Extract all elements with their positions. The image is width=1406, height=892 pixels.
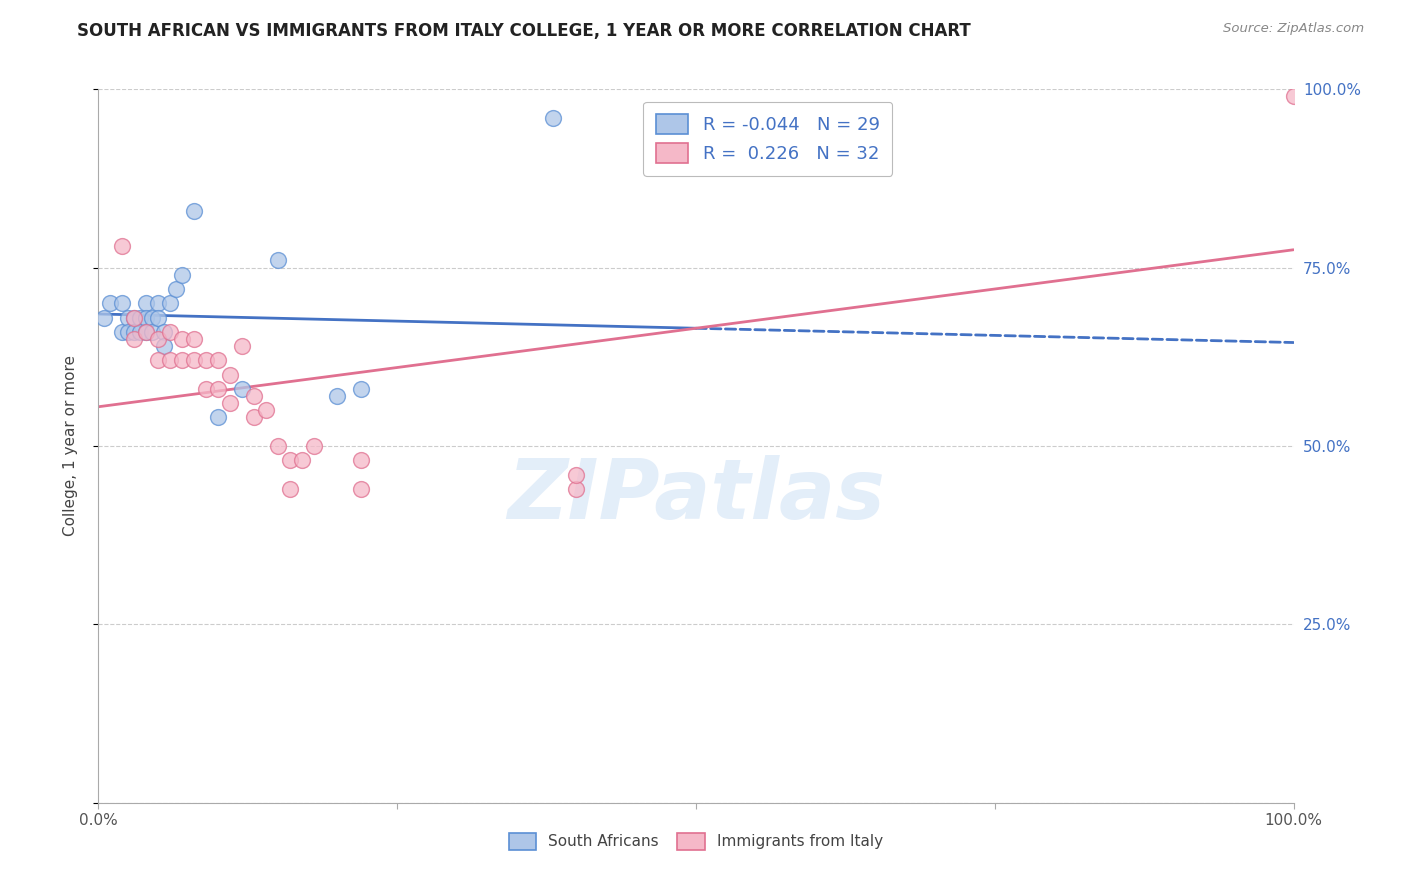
Point (159, 325, 181, 339)
Point (165, 282, 187, 296)
Point (117, 310, 139, 325)
Point (124, 325, 146, 339)
Point (93, 310, 115, 325)
Point (1282, 89, 1305, 103)
Point (267, 253, 290, 268)
Point (111, 296, 134, 310)
Point (148, 332, 170, 346)
Point (350, 453, 373, 467)
Point (172, 332, 194, 346)
Point (291, 453, 314, 467)
Point (278, 453, 301, 467)
Point (219, 368, 242, 382)
Point (231, 382, 253, 396)
Point (159, 353, 181, 368)
Point (117, 325, 139, 339)
Text: Source: ZipAtlas.com: Source: ZipAtlas.com (1223, 22, 1364, 36)
Point (98, 296, 122, 310)
Point (111, 239, 134, 253)
Point (350, 482, 373, 496)
Point (124, 332, 146, 346)
Point (135, 325, 157, 339)
Text: ZIPatlas: ZIPatlas (508, 456, 884, 536)
Point (278, 482, 301, 496)
Point (153, 325, 176, 339)
Text: SOUTH AFRICAN VS IMMIGRANTS FROM ITALY COLLEGE, 1 YEAR OR MORE CORRELATION CHART: SOUTH AFRICAN VS IMMIGRANTS FROM ITALY C… (77, 22, 972, 40)
Point (541, 111, 564, 125)
Point (172, 353, 194, 368)
Point (219, 396, 242, 410)
Point (129, 325, 152, 339)
Point (129, 310, 152, 325)
Point (267, 439, 290, 453)
Point (183, 353, 205, 368)
Point (135, 325, 157, 339)
Point (565, 467, 588, 482)
Point (183, 203, 205, 218)
Point (124, 310, 146, 325)
Point (141, 310, 163, 325)
Point (254, 403, 277, 417)
Point (326, 389, 349, 403)
Point (565, 482, 588, 496)
Point (148, 310, 170, 325)
Point (148, 296, 170, 310)
Point (207, 410, 229, 425)
Point (243, 410, 266, 425)
Point (159, 296, 181, 310)
Point (350, 382, 373, 396)
Point (207, 382, 229, 396)
Y-axis label: College, 1 year or more: College, 1 year or more (63, 356, 77, 536)
Point (153, 339, 176, 353)
Point (148, 353, 170, 368)
Point (231, 339, 253, 353)
Point (195, 353, 218, 368)
Point (141, 325, 163, 339)
Point (207, 353, 229, 368)
Point (302, 439, 325, 453)
Point (183, 332, 205, 346)
Point (243, 389, 266, 403)
Point (111, 325, 134, 339)
Legend: South Africans, Immigrants from Italy: South Africans, Immigrants from Italy (502, 827, 890, 855)
Point (195, 382, 218, 396)
Point (135, 310, 157, 325)
Point (124, 310, 146, 325)
Point (135, 296, 157, 310)
Point (172, 268, 194, 282)
